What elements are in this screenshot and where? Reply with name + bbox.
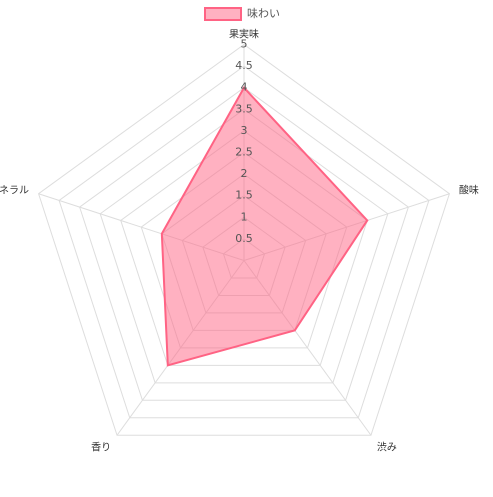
r-tick-label: 1.5: [235, 189, 253, 202]
r-tick-label: 2.5: [235, 146, 253, 159]
axis-label: 渋み: [377, 440, 397, 453]
r-tick-label: 3.5: [235, 102, 253, 115]
grid-ring: [99, 108, 389, 384]
axis-label: ミネラル: [0, 185, 29, 197]
grid-ring: [79, 87, 409, 401]
r-tick-label: 3: [241, 124, 248, 137]
legend-swatch: [204, 7, 242, 21]
r-tick-label: 4.5: [235, 59, 253, 72]
r-tick-label: 2: [241, 167, 248, 180]
r-tick-label: 4: [241, 81, 248, 94]
axis-label: 果実味: [229, 28, 259, 41]
grid-ring: [37, 43, 451, 436]
legend-label: 味わい: [247, 7, 280, 20]
r-tick-label: 0.5: [235, 232, 253, 245]
r-tick-label: 5: [241, 38, 248, 51]
radar-area: [160, 86, 369, 367]
axis-label: 酸味: [459, 184, 479, 197]
r-tick-label: 1: [241, 210, 248, 223]
grid-ring: [58, 65, 430, 419]
axis-label: 香り: [91, 441, 111, 453]
